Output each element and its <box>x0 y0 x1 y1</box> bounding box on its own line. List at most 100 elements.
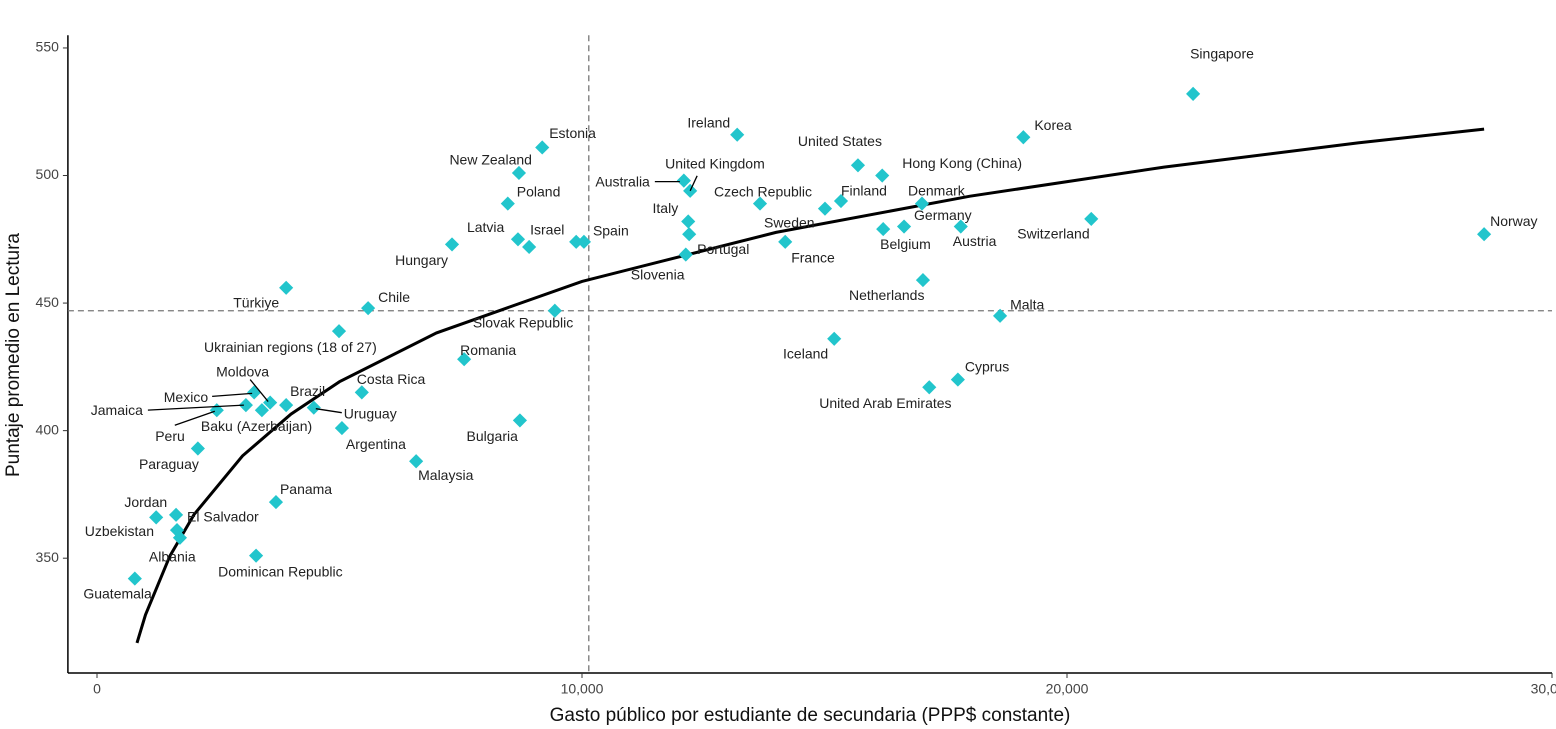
data-point <box>833 193 849 209</box>
data-point <box>953 219 968 234</box>
data-point <box>535 140 550 155</box>
point-label: Ireland <box>687 114 730 130</box>
data-point <box>1084 211 1099 226</box>
point-label: Israel <box>530 222 564 238</box>
data-point <box>279 398 294 413</box>
data-point <box>730 127 745 142</box>
data-point <box>522 239 537 255</box>
leader-line <box>212 392 253 398</box>
y-tick-label: 450 <box>36 294 60 310</box>
data-point <box>268 494 284 510</box>
point-label: Spain <box>593 223 629 239</box>
point-label: Paraguay <box>139 456 199 472</box>
point-label: Portugal <box>697 241 749 257</box>
x-axis-label: Gasto público por estudiante de secundar… <box>550 705 1071 726</box>
x-tick-label: 0 <box>93 681 101 697</box>
point-label: Türkiye <box>233 294 279 310</box>
data-point <box>876 222 891 237</box>
point-label: Italy <box>653 200 679 216</box>
data-point <box>1186 86 1201 101</box>
point-label: Uzbekistan <box>85 523 154 539</box>
data-point <box>1016 130 1031 145</box>
data-point <box>850 158 866 173</box>
point-label: Guatemala <box>83 585 152 601</box>
point-label: Sweden <box>764 214 815 230</box>
leader-line <box>249 379 269 402</box>
data-point <box>511 165 527 181</box>
data-point <box>547 303 562 318</box>
point-label: Germany <box>914 207 972 223</box>
point-label: Poland <box>517 183 561 199</box>
data-point <box>149 510 164 525</box>
point-label: Jordan <box>124 494 167 510</box>
data-point <box>510 232 526 247</box>
point-label: New Zealand <box>449 152 532 168</box>
point-label: Norway <box>1490 213 1537 229</box>
point-label: Iceland <box>783 345 828 361</box>
point-label: United States <box>798 133 882 149</box>
point-label: Denmark <box>908 182 966 198</box>
point-label: Mexico <box>164 389 209 405</box>
data-point <box>457 352 472 367</box>
trend-line <box>135 127 1485 644</box>
y-tick-label: 400 <box>36 421 60 437</box>
point-label: Dominican Republic <box>218 563 343 579</box>
data-point <box>512 413 527 428</box>
data-point <box>254 403 269 418</box>
data-point <box>950 372 965 387</box>
data-point <box>190 441 205 456</box>
point-label: El Salvador <box>187 509 259 525</box>
point-label: Hungary <box>395 252 448 268</box>
data-point <box>678 247 693 262</box>
point-label: Albania <box>149 548 196 564</box>
data-point <box>922 380 937 395</box>
data-point <box>896 219 912 234</box>
point-label: Jamaica <box>91 402 143 418</box>
data-point <box>361 301 376 316</box>
data-point <box>682 227 697 242</box>
data-point <box>778 234 793 249</box>
data-point <box>500 196 515 211</box>
data-point <box>681 214 696 229</box>
data-point <box>444 237 460 252</box>
point-label: United Kingdom <box>665 156 765 172</box>
data-point <box>306 400 321 415</box>
leader-line <box>147 404 244 411</box>
y-tick-label: 350 <box>36 549 60 565</box>
point-label: Baku (Azerbaijan) <box>201 418 312 434</box>
data-point <box>168 507 184 522</box>
data-point <box>827 331 842 346</box>
data-point <box>354 385 369 400</box>
point-label: Ukrainian regions (18 of 27) <box>204 339 377 355</box>
point-label: Malaysia <box>418 467 473 483</box>
data-point <box>817 201 833 216</box>
point-label: Korea <box>1034 117 1072 133</box>
data-point <box>334 421 349 436</box>
point-label: Malta <box>1010 297 1044 313</box>
point-label: Czech Republic <box>714 183 812 199</box>
x-tick-label: 20,000 <box>1046 681 1089 697</box>
point-label: United Arab Emirates <box>819 395 951 411</box>
data-point <box>172 530 188 545</box>
point-label: Estonia <box>549 125 596 141</box>
point-label: Austria <box>953 233 997 249</box>
data-point <box>875 168 890 183</box>
point-label: Costa Rica <box>357 371 426 387</box>
point-label: Singapore <box>1190 46 1254 62</box>
point-label: Slovenia <box>631 266 685 282</box>
y-tick-label: 500 <box>36 166 60 182</box>
data-point <box>914 196 930 211</box>
point-label: Peru <box>155 428 185 444</box>
point-label: Argentina <box>346 436 406 452</box>
data-point <box>576 234 592 249</box>
data-point <box>209 403 224 418</box>
data-point <box>992 308 1008 323</box>
data-point <box>238 398 253 413</box>
data-point <box>249 548 264 563</box>
point-label: Australia <box>595 173 650 189</box>
data-point <box>409 454 424 469</box>
point-label: Cyprus <box>965 358 1009 374</box>
leader-line <box>315 408 342 414</box>
leader-line <box>174 410 216 426</box>
